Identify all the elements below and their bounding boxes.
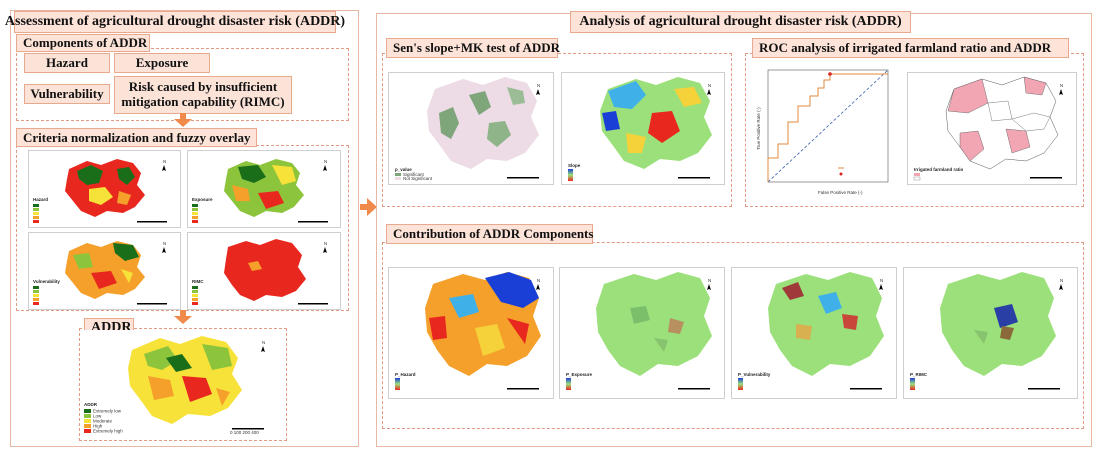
svg-text:Irrigated farmland ratio: Irrigated farmland ratio [914, 167, 964, 172]
arrow-right-stem [360, 204, 367, 210]
svg-text:Low: Low [93, 414, 102, 419]
contrib-title: Contribution of ADDR Components [386, 224, 593, 244]
hazard-map-graphic: N Hazard [33, 159, 167, 223]
svg-text:N: N [324, 241, 327, 246]
svg-text:N: N [880, 278, 883, 283]
p-exposure-map: N P_Exposure [559, 267, 725, 399]
svg-text:N: N [324, 159, 327, 164]
svg-text:False Positive Rate (-): False Positive Rate (-) [818, 190, 863, 195]
right-panel-title: Analysis of agricultural drought disaste… [570, 11, 911, 33]
p-hazard-map: N P_Hazard [388, 267, 554, 399]
hazard-map: N Hazard [28, 150, 181, 228]
svg-text:N: N [1060, 83, 1063, 88]
vulnerability-map-graphic: N Vulnerability [33, 241, 167, 305]
p-hazard-graphic: N P_Hazard [395, 272, 541, 390]
svg-text:N: N [708, 83, 711, 88]
svg-text:Not Significant: Not Significant [403, 176, 433, 181]
vulnerability-map: N Vulnerability [28, 232, 181, 310]
contrib-box [382, 242, 1084, 429]
svg-text:Slope: Slope [568, 163, 581, 168]
arrow-right-icon [367, 198, 377, 216]
svg-text:N: N [537, 278, 540, 283]
sens-slope-graphic: N Slope [568, 77, 712, 181]
arrow-stem-2 [180, 310, 186, 316]
svg-text:p_value: p_value [395, 167, 412, 172]
criteria-title: Criteria normalization and fuzzy overlay [16, 128, 257, 147]
svg-text:N: N [262, 340, 265, 345]
svg-text:Extremely high: Extremely high [93, 429, 123, 434]
svg-text:True Positive Rate (-): True Positive Rate (-) [756, 107, 761, 150]
svg-text:P_Hazard: P_Hazard [395, 372, 416, 377]
exposure-box: Exposure [114, 53, 210, 73]
svg-text:N: N [163, 159, 166, 164]
roc-chart: False Positive Rate (-) True Positive Ra… [752, 62, 895, 205]
svg-text:Hazard: Hazard [33, 197, 48, 202]
roc-title: ROC analysis of irrigated farmland ratio… [752, 38, 1069, 58]
left-panel-title: Assessment of agricultural drought disas… [5, 11, 345, 33]
svg-text:N: N [1060, 278, 1063, 283]
svg-text:Exposure: Exposure [192, 197, 213, 202]
addr-map-graphic: N ADDR Extremely low Low Moderate High E… [84, 336, 265, 435]
sens-title: Sen's slope+MK test of ADDR [386, 38, 560, 58]
p-rimc-graphic: N P_RIMC [910, 272, 1063, 390]
svg-text:N: N [163, 241, 166, 246]
p-vulnerability-graphic: N P_Vulnerability [738, 272, 884, 390]
addr-map: N ADDR Extremely low Low Moderate High E… [82, 330, 282, 438]
rimc-map: N RIMC [187, 232, 341, 310]
sens-significance-graphic: N p_value Significant Not Significant [395, 77, 540, 181]
svg-text:P_Vulnerability: P_Vulnerability [738, 372, 771, 377]
arrow-stem-1 [180, 113, 186, 119]
svg-text:N: N [537, 83, 540, 88]
svg-text:ADDR: ADDR [84, 402, 98, 407]
sens-significance-map: N p_value Significant Not Significant [388, 72, 554, 185]
svg-text:Moderate: Moderate [93, 419, 113, 424]
hazard-box: Hazard [24, 53, 110, 73]
addr-box [79, 328, 287, 441]
vulnerability-box: Vulnerability [24, 84, 110, 104]
svg-text:High: High [93, 424, 103, 429]
p-exposure-graphic: N P_Exposure [566, 272, 712, 390]
exposure-map: N Exposure [187, 150, 341, 228]
irrigated-ratio-graphic: N Irrigated farmland ratio [913, 76, 1063, 181]
svg-text:Significant: Significant [403, 172, 425, 177]
svg-text:Vulnerability: Vulnerability [33, 279, 60, 284]
components-title: Components of ADDR [16, 34, 150, 52]
arrow-down-icon [174, 119, 192, 127]
arrow-down-icon [174, 316, 192, 324]
svg-text:0 100 200 400: 0 100 200 400 [230, 430, 259, 435]
roc-chart-graphic: False Positive Rate (-) True Positive Ra… [756, 69, 889, 195]
left-panel [10, 10, 359, 447]
exposure-map-graphic: N Exposure [192, 159, 328, 223]
p-rimc-map: N P_RIMC [903, 267, 1078, 399]
svg-text:P_RIMC: P_RIMC [910, 372, 928, 377]
p-vulnerability-map: N P_Vulnerability [731, 267, 897, 399]
svg-text:Extremely low: Extremely low [93, 409, 122, 414]
rimc-map-graphic: N RIMC [192, 239, 328, 305]
irrigated-ratio-map: N Irrigated farmland ratio [907, 72, 1077, 185]
svg-text:P_Exposure: P_Exposure [566, 372, 593, 377]
sens-slope-map: N Slope [561, 72, 725, 185]
svg-text:N: N [708, 278, 711, 283]
svg-text:RIMC: RIMC [192, 279, 204, 284]
rimc-box: Risk caused by insufficient mitigation c… [114, 76, 292, 114]
